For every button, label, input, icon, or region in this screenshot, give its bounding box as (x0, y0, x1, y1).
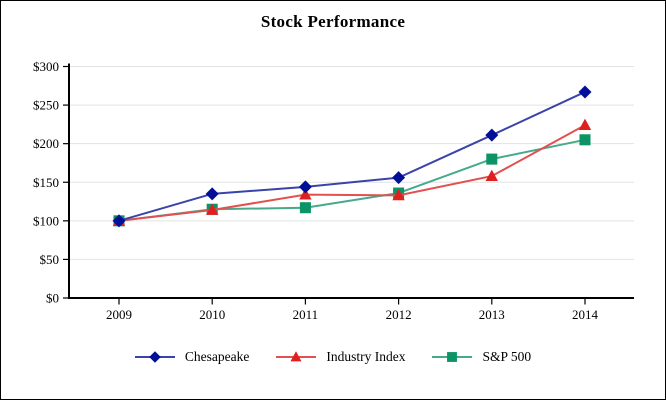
legend-item-industry-index: Industry Index (276, 349, 405, 365)
y-tick-label: $300 (33, 59, 59, 74)
y-tick-label: $50 (40, 252, 60, 267)
series-marker-s-p-500 (486, 153, 498, 165)
series-marker-s-p-500 (299, 202, 311, 214)
x-tick-label: 2009 (106, 307, 132, 322)
legend-marker-chesapeake (149, 351, 161, 363)
series-line-chesapeake (118, 91, 586, 222)
legend-item-s-p-500: S&P 500 (432, 349, 531, 365)
legend-label-industry-index: Industry Index (326, 349, 406, 364)
x-tick-label: 2013 (479, 307, 505, 322)
y-tick-label: $0 (46, 291, 59, 306)
series-marker-chesapeake (298, 180, 312, 194)
y-tick-label: $100 (33, 213, 59, 228)
series-line-s-p-500 (118, 138, 586, 222)
series-marker-chesapeake (485, 128, 499, 142)
x-tick-label: 2010 (199, 307, 225, 322)
series-marker-chesapeake (112, 214, 126, 228)
series-marker-industry-index (392, 188, 405, 201)
y-tick-label: $200 (33, 136, 59, 151)
x-tick-label: 2014 (572, 307, 599, 322)
series-marker-chesapeake (205, 187, 219, 201)
series-marker-industry-index (206, 203, 219, 215)
y-tick-label: $150 (33, 175, 59, 190)
series-line-industry-index (118, 124, 586, 222)
series-marker-industry-index (578, 118, 592, 131)
y-tick-label: $250 (33, 98, 59, 113)
legend-item-chesapeake: Chesapeake (134, 349, 250, 365)
legend: Chesapeake Industry Index S&P 500 (1, 349, 665, 365)
series-marker-chesapeake (392, 171, 406, 185)
series-marker-industry-index (299, 188, 312, 200)
series-marker-industry-index (485, 169, 498, 181)
series-marker-chesapeake (578, 85, 592, 99)
series-marker-s-p-500 (579, 134, 591, 146)
chart-title: Stock Performance (260, 12, 406, 31)
diamond-swatch-icon (134, 351, 175, 363)
legend-marker-s-p-500 (447, 352, 458, 362)
legend-label-chesapeake: Chesapeake (184, 349, 250, 364)
legend-marker-industry-index (290, 351, 302, 362)
x-tick-label: 2011 (293, 307, 319, 322)
triangle-swatch-icon (276, 351, 317, 362)
legend-label-s-p-500: S&P 500 (482, 349, 532, 364)
square-swatch-icon (432, 352, 473, 362)
x-tick-label: 2012 (386, 307, 412, 322)
